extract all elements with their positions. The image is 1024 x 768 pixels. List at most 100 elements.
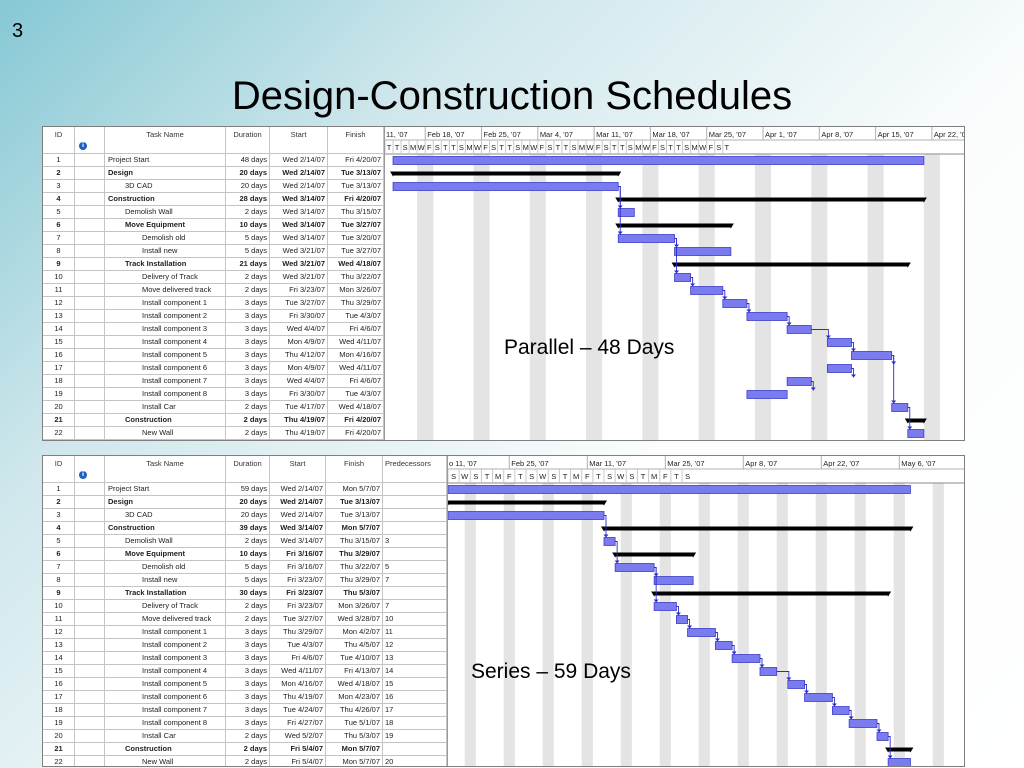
- cell-id[interactable]: 14: [43, 323, 75, 336]
- cell-start[interactable]: Tue 3/27/07: [270, 297, 328, 310]
- cell-predecessors[interactable]: 19: [383, 730, 447, 743]
- column-header-indicators[interactable]: i: [75, 127, 105, 154]
- cell-finish[interactable]: Mon 3/26/07: [328, 284, 384, 297]
- cell-finish[interactable]: Fri 4/6/07: [328, 323, 384, 336]
- indicator-cell[interactable]: [75, 587, 105, 600]
- cell-finish[interactable]: Thu 4/5/07: [326, 639, 383, 652]
- table-row[interactable]: 21 Construction 2 days Fri 5/4/07 Mon 5/7/07: [43, 743, 447, 756]
- cell-start[interactable]: Wed 5/2/07: [270, 730, 326, 743]
- cell-duration[interactable]: 59 days: [226, 483, 270, 496]
- cell-id[interactable]: 13: [43, 310, 75, 323]
- cell-id[interactable]: 6: [43, 219, 75, 232]
- cell-name[interactable]: Install new: [105, 245, 226, 258]
- cell-finish[interactable]: Fri 4/20/07: [328, 154, 384, 167]
- cell-predecessors[interactable]: [383, 509, 447, 522]
- indicator-cell[interactable]: [75, 336, 105, 349]
- cell-id[interactable]: 3: [43, 180, 75, 193]
- cell-duration[interactable]: 48 days: [226, 154, 270, 167]
- table-row[interactable]: 8 Install new 5 days Fri 3/23/07 Thu 3/29/07…: [43, 574, 447, 587]
- cell-id[interactable]: 18: [43, 375, 75, 388]
- task-bar[interactable]: [614, 563, 655, 572]
- cell-name[interactable]: Install component 2: [105, 310, 226, 323]
- cell-start[interactable]: Wed 3/21/07: [270, 271, 328, 284]
- indicator-cell[interactable]: [75, 349, 105, 362]
- cell-start[interactable]: Wed 3/14/07: [270, 535, 326, 548]
- cell-start[interactable]: Wed 2/14/07: [270, 154, 328, 167]
- cell-duration[interactable]: 30 days: [226, 587, 270, 600]
- task-bar[interactable]: [653, 576, 694, 585]
- cell-finish[interactable]: Thu 4/26/07: [326, 704, 383, 717]
- cell-id[interactable]: 3: [43, 509, 75, 522]
- cell-name[interactable]: Install component 8: [105, 388, 226, 401]
- task-bar[interactable]: [832, 706, 850, 715]
- cell-id[interactable]: 17: [43, 362, 75, 375]
- cell-duration[interactable]: 3 days: [226, 678, 270, 691]
- column-header-start[interactable]: Start: [270, 127, 328, 154]
- table-row[interactable]: 21 Construction 2 days Thu 4/19/07 Fri 4/20/…: [43, 414, 384, 427]
- cell-name[interactable]: Install component 4: [105, 665, 226, 678]
- cell-name[interactable]: Install component 7: [105, 375, 226, 388]
- cell-finish[interactable]: Mon 5/7/07: [326, 756, 383, 766]
- cell-duration[interactable]: 20 days: [226, 167, 270, 180]
- summary-bar[interactable]: [674, 262, 908, 267]
- indicator-cell[interactable]: [75, 362, 105, 375]
- indicator-cell[interactable]: [75, 652, 105, 665]
- cell-finish[interactable]: Thu 3/29/07: [326, 574, 383, 587]
- indicator-cell[interactable]: [75, 206, 105, 219]
- cell-predecessors[interactable]: [383, 548, 447, 561]
- cell-duration[interactable]: 5 days: [226, 232, 270, 245]
- cell-id[interactable]: 14: [43, 652, 75, 665]
- cell-duration[interactable]: 2 days: [226, 756, 270, 766]
- cell-id[interactable]: 5: [43, 535, 75, 548]
- cell-duration[interactable]: 3 days: [226, 691, 270, 704]
- cell-predecessors[interactable]: [383, 743, 447, 756]
- indicator-cell[interactable]: [75, 522, 105, 535]
- task-bar[interactable]: [826, 364, 852, 373]
- task-bar[interactable]: [676, 615, 688, 624]
- cell-predecessors[interactable]: 17: [383, 704, 447, 717]
- cell-id[interactable]: 12: [43, 626, 75, 639]
- table-row[interactable]: 7 Demolish old 5 days Wed 3/14/07 Tue 3/20/0…: [43, 232, 384, 245]
- indicator-cell[interactable]: [75, 193, 105, 206]
- cell-finish[interactable]: Thu 3/15/07: [326, 535, 383, 548]
- cell-finish[interactable]: Wed 4/11/07: [328, 362, 384, 375]
- cell-predecessors[interactable]: 7: [383, 600, 447, 613]
- task-bar[interactable]: [826, 338, 852, 347]
- cell-duration[interactable]: 3 days: [226, 704, 270, 717]
- cell-duration[interactable]: 3 days: [226, 297, 270, 310]
- cell-name[interactable]: Install component 6: [105, 691, 226, 704]
- cell-id[interactable]: 1: [43, 154, 75, 167]
- task-bar[interactable]: [690, 286, 724, 295]
- cell-finish[interactable]: Tue 3/13/07: [326, 496, 383, 509]
- cell-predecessors[interactable]: [383, 587, 447, 600]
- indicator-cell[interactable]: [75, 258, 105, 271]
- cell-name[interactable]: Install component 4: [105, 336, 226, 349]
- table-row[interactable]: 22 New Wall 2 days Fri 5/4/07 Mon 5/7/07 20: [43, 756, 447, 766]
- indicator-cell[interactable]: [75, 232, 105, 245]
- cell-name[interactable]: Demolish Wall: [105, 206, 226, 219]
- cell-duration[interactable]: 3 days: [226, 362, 270, 375]
- cell-start[interactable]: Fri 3/23/07: [270, 284, 328, 297]
- table-row[interactable]: 2 Design 20 days Wed 2/14/07 Tue 3/13/07: [43, 496, 447, 509]
- cell-start[interactable]: Thu 3/29/07: [270, 626, 326, 639]
- cell-predecessors[interactable]: 3: [383, 535, 447, 548]
- cell-duration[interactable]: 3 days: [226, 336, 270, 349]
- cell-finish[interactable]: Thu 3/29/07: [326, 548, 383, 561]
- cell-start[interactable]: Tue 4/24/07: [270, 704, 326, 717]
- table-row[interactable]: 20 Install Car 2 days Tue 4/17/07 Wed 4/18/0…: [43, 401, 384, 414]
- cell-start[interactable]: Wed 4/4/07: [270, 323, 328, 336]
- cell-duration[interactable]: 20 days: [226, 496, 270, 509]
- column-header-duration[interactable]: Duration: [226, 456, 270, 483]
- cell-start[interactable]: Fri 4/27/07: [270, 717, 326, 730]
- indicator-cell[interactable]: [75, 284, 105, 297]
- cell-finish[interactable]: Wed 4/18/07: [328, 401, 384, 414]
- indicator-cell[interactable]: [75, 219, 105, 232]
- cell-start[interactable]: Fri 3/23/07: [270, 574, 326, 587]
- cell-id[interactable]: 12: [43, 297, 75, 310]
- cell-name[interactable]: Move Equipment: [105, 219, 226, 232]
- task-bar[interactable]: [653, 602, 677, 611]
- cell-duration[interactable]: 3 days: [226, 717, 270, 730]
- cell-id[interactable]: 2: [43, 167, 75, 180]
